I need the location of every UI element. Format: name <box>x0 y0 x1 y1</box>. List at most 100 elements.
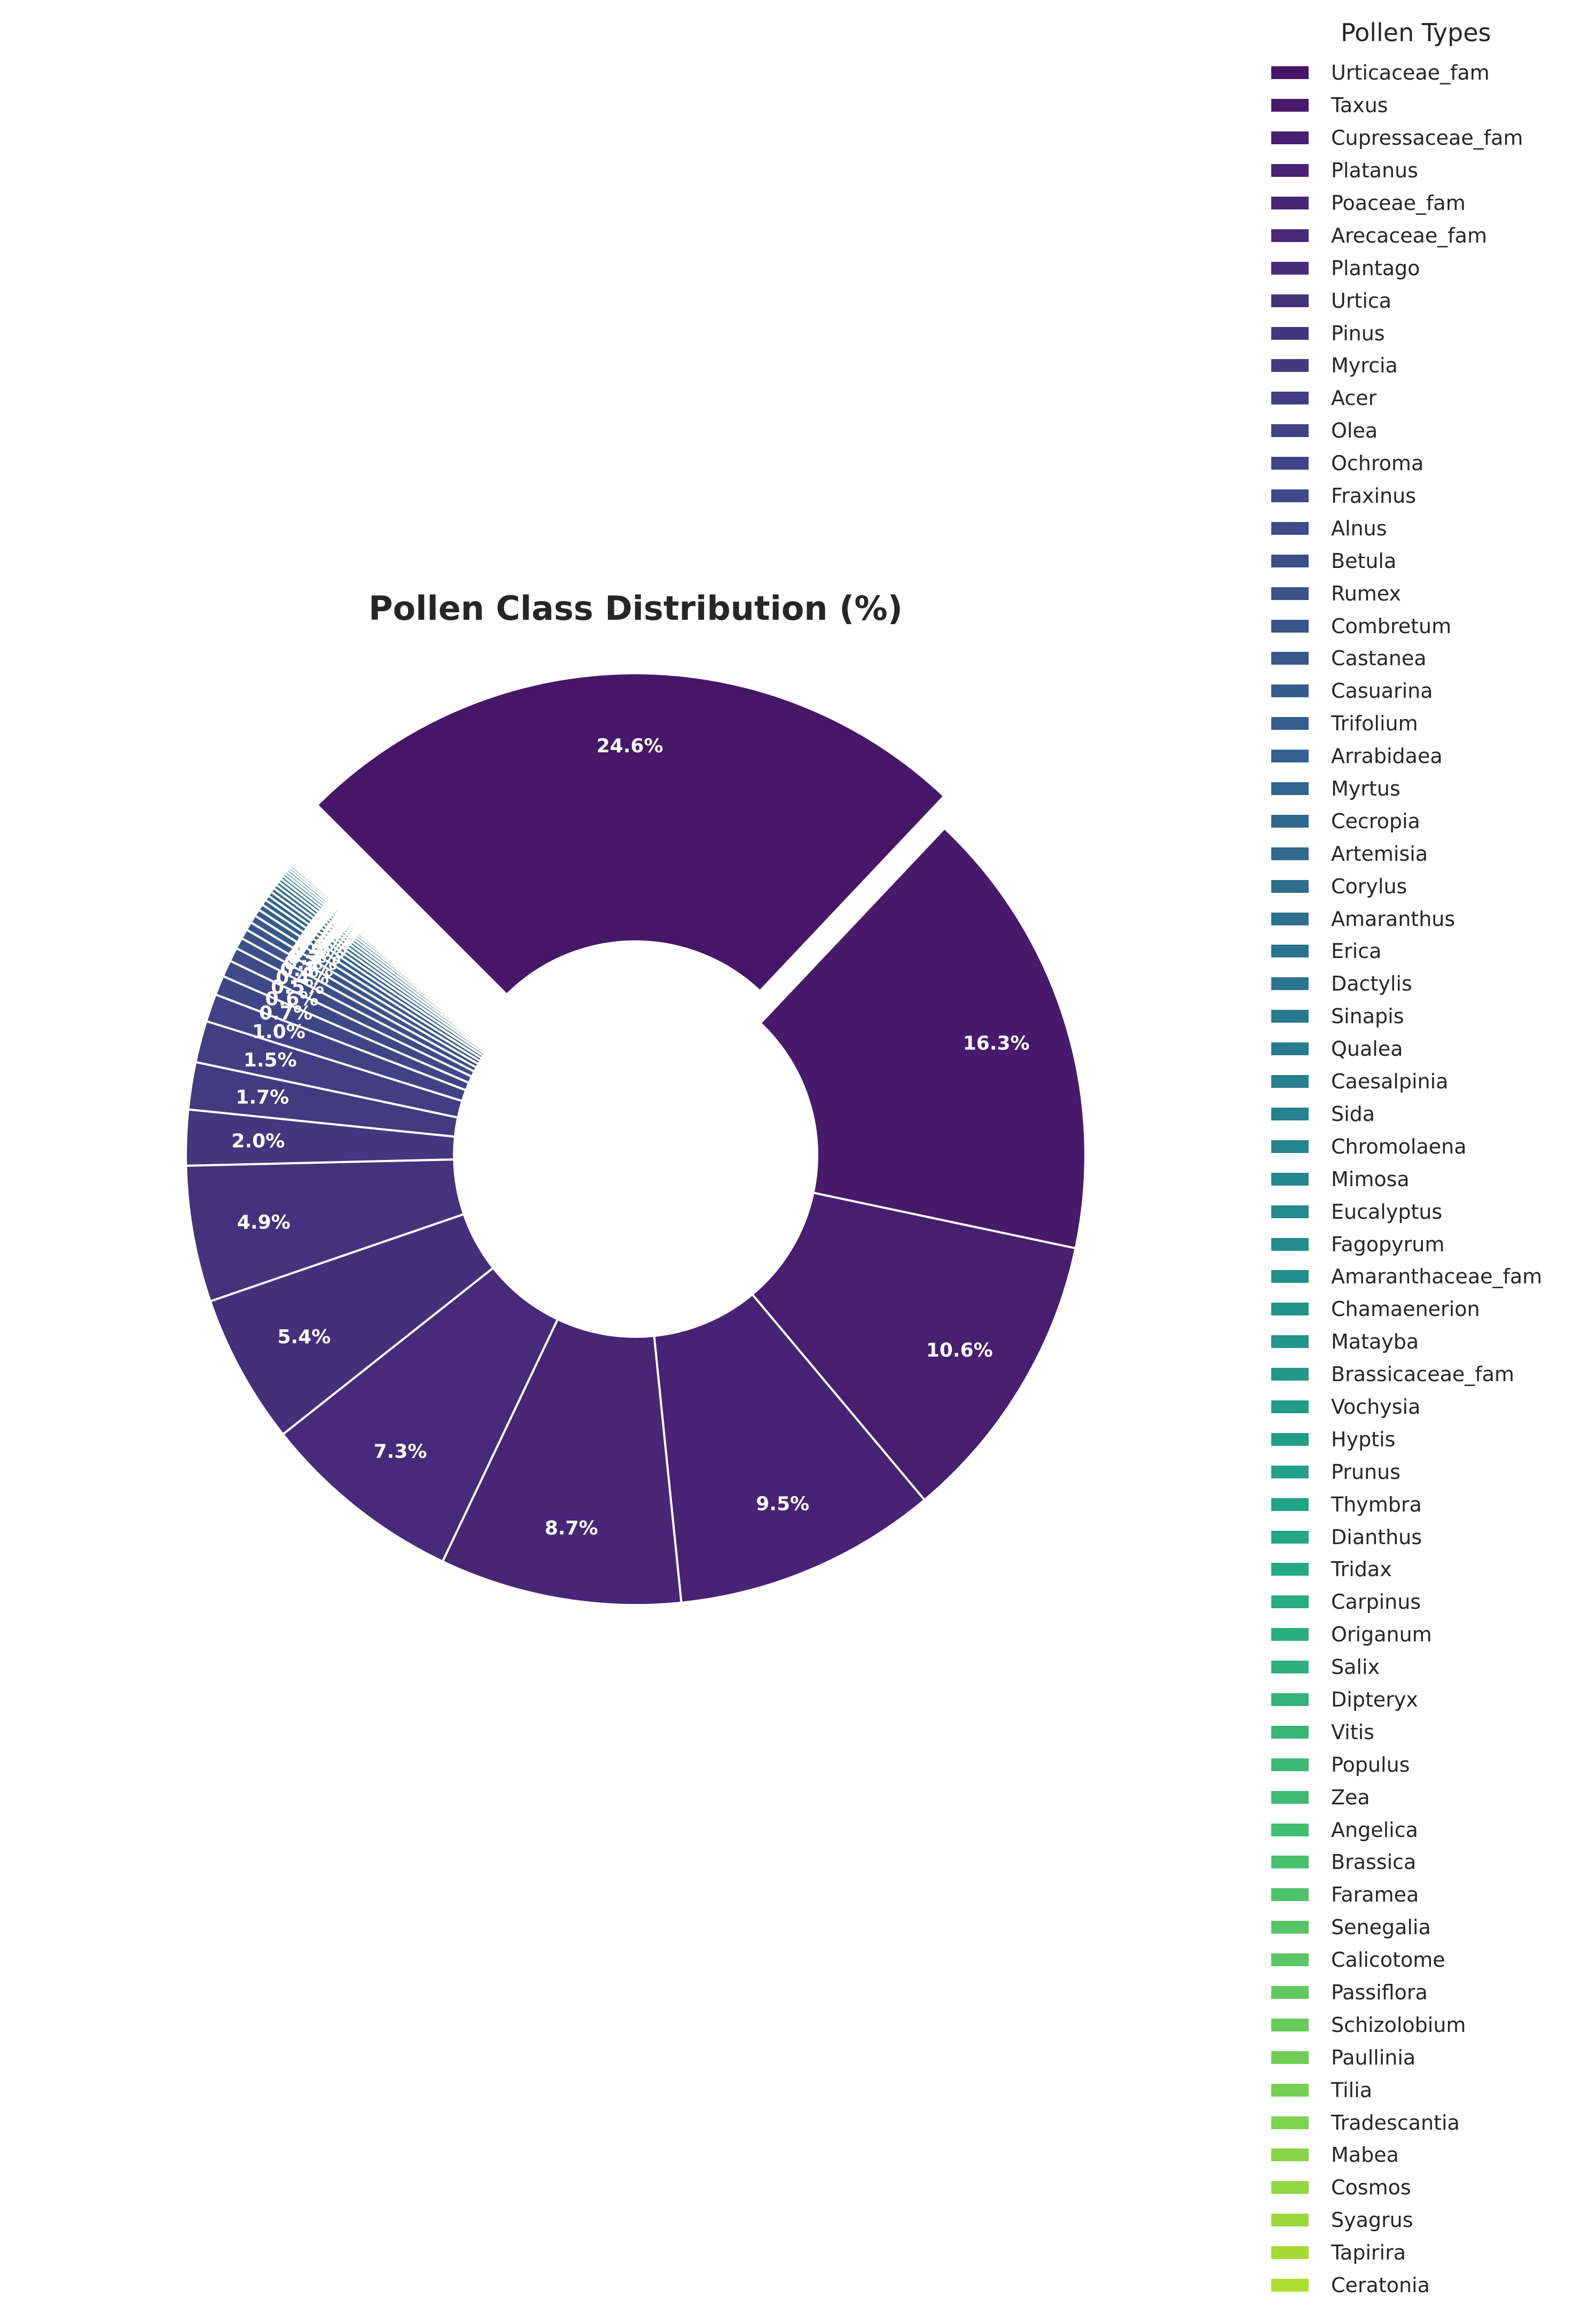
legend-item: Pinus <box>1271 317 1592 349</box>
slice-label: 0.1% <box>322 899 375 921</box>
legend-swatch <box>1271 1790 1309 1804</box>
legend-label: Tilia <box>1331 2078 1373 2102</box>
pie-chart: Pollen Class Distribution (%) 24.6% 16.3%… <box>184 589 1086 1606</box>
legend-label: Corylus <box>1331 874 1407 898</box>
legend-label: Carpinus <box>1331 1590 1421 1614</box>
legend-label: Urtica <box>1331 289 1392 313</box>
legend-label: Taxus <box>1331 94 1388 118</box>
legend-item: Acer <box>1271 382 1592 415</box>
legend-label: Myrcia <box>1331 354 1398 378</box>
legend-swatch <box>1271 1985 1309 1999</box>
legend-item: Cosmos <box>1271 2171 1592 2204</box>
legend-swatch <box>1271 197 1309 209</box>
legend-swatch <box>1271 294 1309 307</box>
legend-item: Erica <box>1271 935 1592 968</box>
legend-label: Olea <box>1331 419 1378 443</box>
legend-label: Ceratonia <box>1331 2273 1430 2297</box>
slice-label: 1.7% <box>236 1087 289 1109</box>
legend-item: Dactylis <box>1271 968 1592 1000</box>
legend-swatch <box>1271 2051 1309 2064</box>
legend-swatch <box>1271 1628 1309 1641</box>
legend-label: Alnus <box>1331 516 1387 540</box>
legend-item: Amaranthus <box>1271 902 1592 935</box>
legend-label: Faramea <box>1331 1883 1419 1907</box>
legend-swatch <box>1271 717 1309 730</box>
legend-label: Senegalia <box>1331 1915 1431 1940</box>
legend-item: Qualea <box>1271 1033 1592 1065</box>
legend-swatch <box>1271 1042 1309 1056</box>
legend-item: Ceratonia <box>1271 2269 1592 2302</box>
legend-swatch <box>1271 1335 1309 1349</box>
legend-label: Pinus <box>1331 321 1385 345</box>
legend-item: Carpinus <box>1271 1586 1592 1618</box>
legend-swatch <box>1271 1888 1309 1902</box>
legend-swatch <box>1271 847 1309 860</box>
slice-label: 0.0% <box>334 886 387 908</box>
legend-swatch <box>1271 1107 1309 1120</box>
slice-label: 9.5% <box>756 1493 809 1515</box>
legend-item: Fraxinus <box>1271 480 1592 512</box>
legend-label: Tapirira <box>1331 2241 1406 2265</box>
slice-label: 0.0% <box>335 884 389 906</box>
legend-swatch <box>1271 1172 1309 1186</box>
legend-swatch <box>1271 684 1309 698</box>
legend-item: Rumex <box>1271 577 1592 610</box>
legend-item: Eucalyptus <box>1271 1195 1592 1228</box>
legend-swatch <box>1271 1856 1309 1869</box>
legend-label: Arrabidaea <box>1331 744 1443 768</box>
slice-label: 0.1% <box>314 909 367 931</box>
legend-item: Tapirira <box>1271 2237 1592 2269</box>
legend-swatch <box>1271 2214 1309 2227</box>
slice-label: 0.3% <box>284 953 337 975</box>
legend-swatch <box>1271 619 1309 633</box>
legend-label: Populus <box>1331 1753 1410 1777</box>
legend-label: Salix <box>1331 1655 1380 1679</box>
legend-label: Combretum <box>1331 614 1452 638</box>
legend-swatch <box>1271 489 1309 503</box>
legend-swatch <box>1271 1498 1309 1511</box>
legend-label: Cosmos <box>1331 2176 1411 2200</box>
legend-swatch <box>1271 1140 1309 1153</box>
legend-item: Sida <box>1271 1098 1592 1131</box>
legend-swatch <box>1271 2148 1309 2162</box>
legend-swatch <box>1271 1237 1309 1251</box>
legend-label: Matayba <box>1331 1330 1419 1354</box>
legend-item: Salix <box>1271 1651 1592 1684</box>
legend-label: Urticaceae_fam <box>1331 61 1490 85</box>
legend-item: Calicotome <box>1271 1944 1592 1976</box>
slice-label: 0.0% <box>340 880 393 902</box>
legend-swatch <box>1271 1725 1309 1739</box>
legend-swatch <box>1271 261 1309 275</box>
legend-label: Calicotome <box>1331 1948 1445 1972</box>
slice-label: 0.3% <box>287 947 341 969</box>
legend-item: Angelica <box>1271 1813 1592 1846</box>
legend-item: Caesalpinia <box>1271 1065 1592 1098</box>
legend-item: Taxus <box>1271 89 1592 122</box>
legend-item: Sinapis <box>1271 1000 1592 1033</box>
legend-item: Vochysia <box>1271 1391 1592 1423</box>
legend-label: Fagopyrum <box>1331 1232 1445 1256</box>
slice-label: 0.2% <box>296 932 350 954</box>
legend-swatch <box>1271 912 1309 925</box>
slice-arecaceae-fam <box>281 1266 559 1563</box>
slice-label: 0.1% <box>324 897 378 918</box>
slice-label: 0.2% <box>299 929 353 951</box>
legend-item: Tridax <box>1271 1553 1592 1586</box>
chart-title: Pollen Class Distribution (%) <box>369 589 903 628</box>
legend-label: Qualea <box>1331 1037 1403 1061</box>
legend-label: Betula <box>1331 549 1397 573</box>
slice-label: 0.0% <box>339 881 393 902</box>
legend-label: Amaranthaceae_fam <box>1331 1265 1543 1289</box>
legend-swatch <box>1271 66 1309 80</box>
legend-item: Alnus <box>1271 512 1592 544</box>
slice-label: 0.1% <box>326 894 380 916</box>
legend-swatch <box>1271 587 1309 600</box>
slice-label: 7.3% <box>373 1440 427 1462</box>
slice-label: 0.2% <box>304 922 357 944</box>
slice-label: 0.1% <box>329 891 382 913</box>
legend-swatch <box>1271 1823 1309 1836</box>
legend-label: Poaceae_fam <box>1331 191 1466 215</box>
legend-swatch <box>1271 164 1309 177</box>
legend-swatch <box>1271 2279 1309 2292</box>
slice-label: 0.0% <box>335 885 388 907</box>
